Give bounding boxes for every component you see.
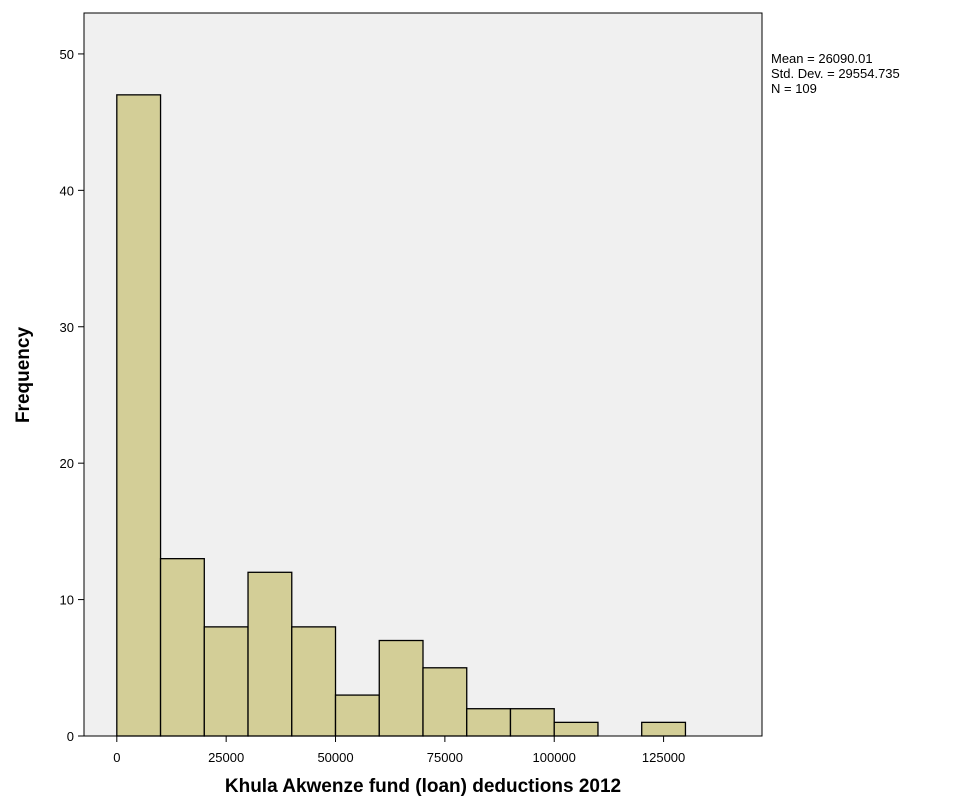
y-axis: 0 10 20 30 40 50 xyxy=(60,47,84,744)
x-tick-label-2: 50000 xyxy=(317,750,353,765)
histogram-bar-1 xyxy=(159,558,205,737)
bars-layer xyxy=(116,94,687,737)
y-tick-label-1: 10 xyxy=(60,593,74,608)
x-tick-label-5: 125000 xyxy=(642,750,685,765)
x-axis-title: Khula Akwenze fund (loan) deductions 201… xyxy=(225,776,621,797)
y-tick-label-2: 20 xyxy=(60,456,74,471)
histogram-bar-0 xyxy=(116,94,162,737)
stats-line-0: Mean = 26090.01 xyxy=(771,51,873,66)
histogram-bar-6 xyxy=(378,639,424,737)
stats-line-1: Std. Dev. = 29554.735 xyxy=(771,66,900,81)
histogram-bar-5 xyxy=(334,694,380,737)
x-tick-label-4: 100000 xyxy=(533,750,576,765)
y-tick-label-5: 50 xyxy=(60,47,74,62)
histogram-bar-12 xyxy=(641,721,687,737)
x-axis: 0 25000 50000 75000 100000 125000 xyxy=(113,736,685,765)
histogram-bar-2 xyxy=(203,626,249,737)
x-tick-label-0: 0 xyxy=(113,750,120,765)
histogram-bar-3 xyxy=(247,571,293,737)
y-tick-label-4: 40 xyxy=(60,183,74,198)
histogram-bar-7 xyxy=(422,667,468,737)
histogram-bar-9 xyxy=(509,708,555,737)
y-axis-title: Frequency xyxy=(13,327,34,424)
x-tick-label-1: 25000 xyxy=(208,750,244,765)
x-tick-label-3: 75000 xyxy=(427,750,463,765)
stats-line-2: N = 109 xyxy=(771,81,817,96)
y-tick-label-3: 30 xyxy=(60,320,74,335)
histogram-bar-8 xyxy=(466,708,512,737)
histogram-bar-10 xyxy=(553,721,599,737)
y-tick-label-0: 0 xyxy=(67,729,74,744)
histogram-bar-4 xyxy=(291,626,337,737)
